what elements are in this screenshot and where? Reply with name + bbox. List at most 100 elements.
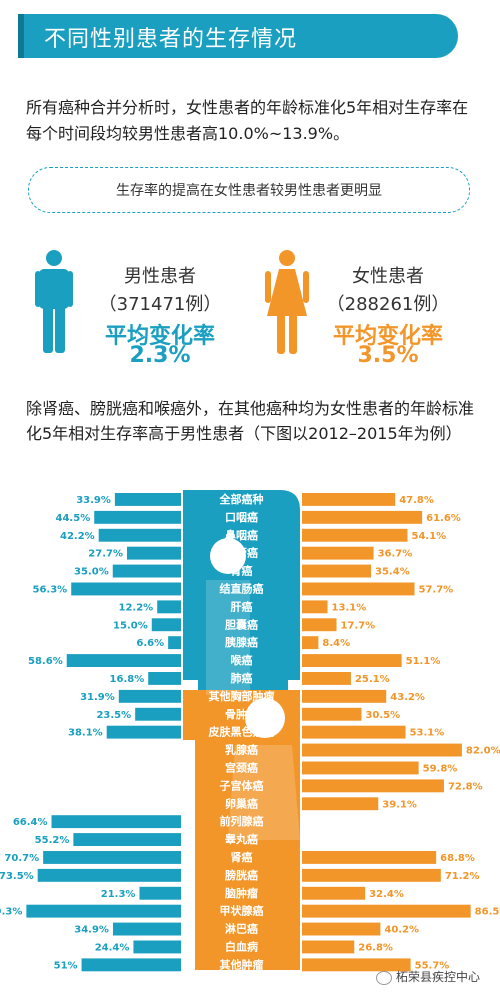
category-label: 白血病 [225, 940, 258, 954]
male-value-label: 23.5% [96, 710, 131, 721]
male-bar [26, 904, 181, 918]
female-value-label: 59.8% [423, 764, 458, 775]
category-label: 乳腺癌 [225, 743, 258, 757]
female-value-label: 68.8% [440, 853, 475, 864]
male-value-label: 58.6% [28, 656, 63, 667]
male-bar [126, 546, 181, 560]
female-bar [302, 725, 406, 739]
male-rate-title: 平均变化率 [104, 324, 215, 349]
female-value-label: 51.1% [406, 656, 441, 667]
female-bar [302, 672, 351, 685]
female-bar [302, 851, 437, 864]
category-label: 脑肿瘤 [225, 886, 258, 900]
female-value-label: 26.8% [358, 943, 393, 954]
male-bar [43, 851, 182, 864]
female-value-label: 54.1% [411, 531, 446, 542]
male-title: 男性患者 [124, 266, 196, 287]
male-value-label: 34.9% [74, 925, 109, 936]
male-value-label: 15.0% [113, 620, 148, 631]
male-silhouette-body [206, 580, 250, 695]
female-value-label: 25.1% [355, 674, 390, 685]
category-label: 淋巴癌 [225, 922, 258, 936]
female-value-label: 55.7% [415, 960, 450, 971]
female-bar [302, 707, 362, 721]
male-bar [133, 940, 181, 954]
male-value-label: 33.9% [76, 495, 111, 506]
female-rate: 3.5% [357, 343, 419, 368]
male-bar [51, 815, 181, 829]
page-title: 不同性别患者的生存情况 [44, 27, 298, 52]
male-value-label: 21.3% [101, 889, 136, 900]
male-value-label: 44.5% [56, 513, 91, 524]
female-value-label: 35.4% [375, 567, 410, 578]
female-value-label: 32.4% [369, 889, 404, 900]
male-bar [139, 886, 181, 900]
male-value-label: 31.9% [80, 692, 115, 703]
male-bar [148, 672, 181, 685]
female-value-label: 13.1% [332, 602, 367, 613]
category-label: 喉癌 [231, 653, 253, 667]
male-value-label: 24.4% [95, 943, 130, 954]
category-label: 其他肿瘤 [220, 957, 264, 971]
category-label: 食管癌 [225, 546, 258, 560]
female-bar [302, 689, 387, 703]
male-bar [71, 582, 181, 596]
male-bar [66, 654, 181, 667]
female-value-label: 43.2% [390, 692, 425, 703]
female-bar [302, 654, 402, 667]
male-value-label: 79.3% [0, 907, 22, 918]
female-value-label: 86.5% [475, 907, 500, 918]
male-count: （371471例） [98, 294, 222, 315]
wechat-icon [375, 970, 392, 985]
category-label: 卵巢癌 [225, 796, 258, 810]
female-bar [302, 493, 396, 506]
female-value-label: 47.8% [399, 495, 434, 506]
male-silhouette-head [210, 538, 246, 574]
male-value-label: 55.2% [35, 835, 70, 846]
female-bar [302, 779, 444, 793]
female-value-label: 30.5% [365, 710, 400, 721]
male-bar [81, 958, 181, 972]
male-bar [106, 725, 181, 739]
male-rate: 2.3% [129, 343, 191, 368]
female-bar [302, 528, 408, 542]
category-label: 子宫体癌 [220, 778, 264, 792]
female-bar [302, 600, 328, 614]
female-bar [302, 510, 423, 524]
female-silhouette-body [228, 745, 300, 840]
male-value-label: 42.2% [60, 531, 95, 542]
male-value-label: 70.7% [4, 853, 39, 864]
male-bar [135, 707, 181, 721]
category-label: 睾丸癌 [225, 832, 258, 846]
female-title: 女性患者 [352, 266, 424, 287]
category-label: 全部癌种 [219, 492, 264, 506]
section-header: 不同性别患者的生存情况 [18, 14, 458, 58]
male-bar [73, 833, 181, 846]
female-count: （288261例） [326, 294, 450, 315]
category-label: 肝癌 [231, 599, 253, 613]
female-bar [302, 886, 366, 900]
female-silhouette-head [245, 698, 285, 738]
male-bar [112, 922, 181, 936]
female-value-label: 8.4% [322, 638, 350, 649]
female-bar [302, 636, 319, 650]
intro-text: 所有癌种合并分析时，女性患者的年龄标准化5年相对生存率在每个时间段均较男性患者高… [26, 98, 469, 143]
female-value-label: 40.2% [384, 925, 419, 936]
female-value-label: 17.7% [341, 620, 376, 631]
female-value-label: 39.1% [382, 799, 417, 810]
category-label: 骨肿瘤 [225, 707, 258, 721]
male-bar [94, 510, 181, 524]
female-value-label: 72.8% [448, 781, 483, 792]
category-label: 肾癌 [231, 850, 253, 864]
category-label: 膀胱癌 [224, 868, 258, 882]
male-value-label: 6.6% [136, 638, 164, 649]
male-bar [168, 636, 181, 650]
female-bar [302, 922, 381, 936]
category-label: 肺癌 [231, 671, 253, 685]
category-label: 胃癌 [231, 564, 253, 578]
male-bar [118, 689, 181, 703]
male-value-label: 56.3% [33, 585, 68, 596]
category-label: 结直肠癌 [219, 582, 264, 596]
highlight-note-text: 生存率的提高在女性患者较男性患者更明显 [116, 183, 382, 199]
female-person-icon [265, 250, 309, 354]
